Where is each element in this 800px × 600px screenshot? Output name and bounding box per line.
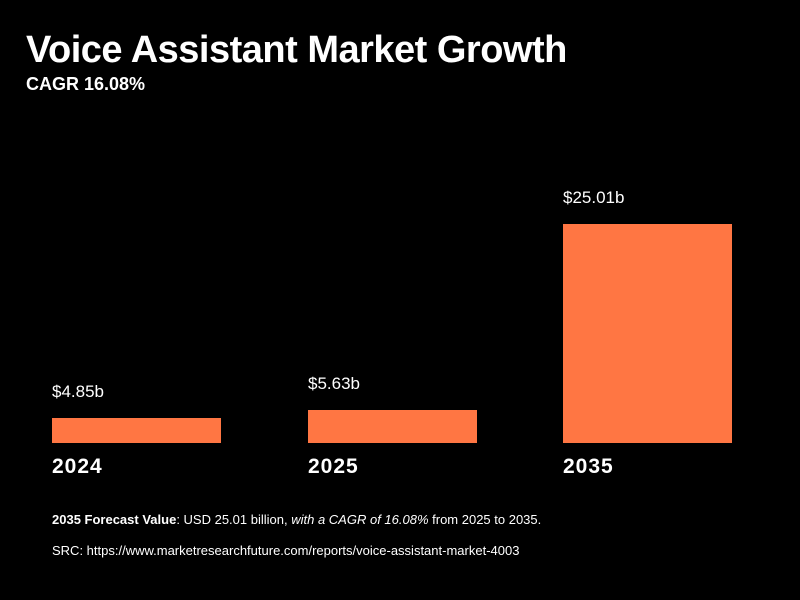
bar-2025 bbox=[308, 410, 477, 443]
forecast-note: 2035 Forecast Value: USD 25.01 billion, … bbox=[52, 512, 541, 528]
data-label-2024: $4.85b bbox=[52, 382, 104, 401]
data-label-2035: $25.01b bbox=[563, 188, 625, 207]
note-end: from 2025 to 2035. bbox=[428, 512, 542, 527]
note-bold: 2035 Forecast Value bbox=[52, 512, 177, 527]
chart-title: Voice Assistant Market Growth bbox=[26, 29, 567, 71]
x-tick-label-2024: 2024 bbox=[52, 455, 103, 478]
bar-2035 bbox=[563, 224, 732, 443]
chart-subtitle: CAGR 16.08% bbox=[26, 74, 146, 94]
data-label-2025: $5.63b bbox=[308, 374, 360, 393]
note-italic: with a CAGR of 16.08% bbox=[291, 512, 429, 527]
note-plain: : USD 25.01 billion, bbox=[176, 512, 292, 527]
bar-2024 bbox=[52, 418, 221, 443]
x-tick-label-2035: 2035 bbox=[563, 455, 614, 478]
x-tick-label-2025: 2025 bbox=[308, 455, 359, 478]
source-text: SRC: https://www.marketresearchfuture.co… bbox=[52, 543, 520, 558]
